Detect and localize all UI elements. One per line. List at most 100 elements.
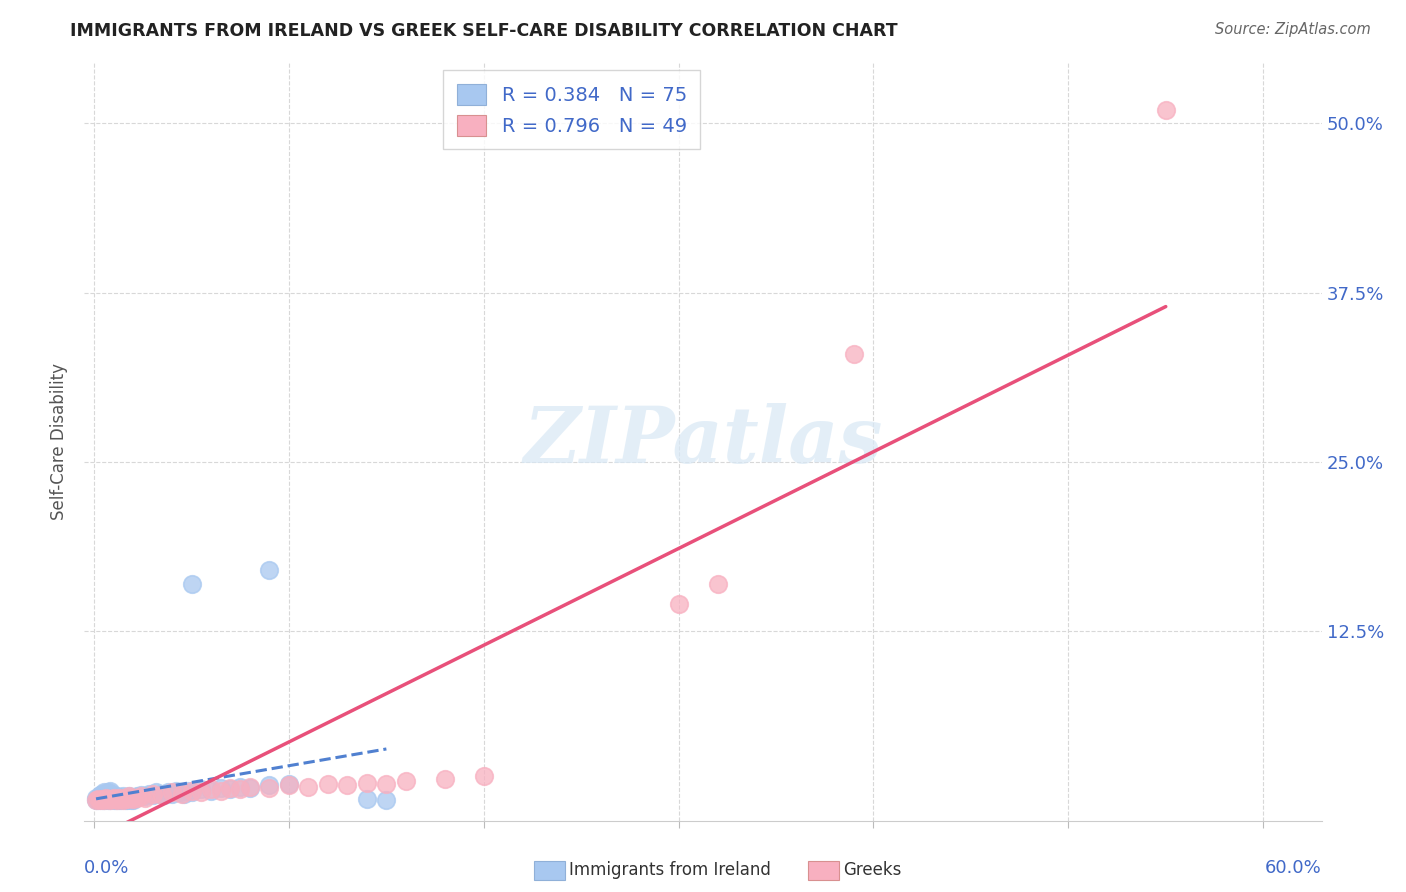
Point xyxy=(200,782,222,797)
Point xyxy=(104,793,127,807)
Point xyxy=(97,792,120,806)
Point xyxy=(176,784,198,798)
Point xyxy=(97,785,120,799)
Point xyxy=(134,789,156,804)
Point xyxy=(209,781,232,796)
Point xyxy=(90,790,112,805)
Point xyxy=(356,776,378,790)
Point xyxy=(219,781,242,796)
Point xyxy=(87,793,110,807)
Point xyxy=(200,784,222,798)
Point xyxy=(115,792,138,806)
Point xyxy=(89,793,111,807)
Point xyxy=(84,793,107,807)
Point xyxy=(94,789,117,804)
Point xyxy=(98,784,121,798)
Point xyxy=(160,785,183,799)
Point xyxy=(100,792,122,806)
Point xyxy=(118,792,141,806)
Point xyxy=(122,792,145,806)
Point xyxy=(115,793,138,807)
Point xyxy=(107,789,129,804)
Point xyxy=(433,772,456,786)
Point xyxy=(114,790,136,805)
Point xyxy=(239,780,262,794)
Point xyxy=(142,787,165,801)
Point xyxy=(209,784,232,798)
Text: 60.0%: 60.0% xyxy=(1265,858,1322,877)
Point xyxy=(98,793,121,807)
Point xyxy=(87,792,110,806)
Point xyxy=(120,790,142,805)
Point xyxy=(89,788,111,802)
Point xyxy=(395,774,418,789)
Text: ZIPatlas: ZIPatlas xyxy=(523,403,883,480)
Point xyxy=(94,790,117,805)
Point xyxy=(90,792,112,806)
Point xyxy=(100,789,122,804)
Point xyxy=(93,793,115,807)
Point xyxy=(229,780,252,794)
Point xyxy=(118,789,141,804)
Point xyxy=(94,792,117,806)
Point xyxy=(170,787,193,801)
Point xyxy=(108,790,131,805)
Point xyxy=(145,785,167,799)
Point xyxy=(112,793,135,807)
Text: IMMIGRANTS FROM IRELAND VS GREEK SELF-CARE DISABILITY CORRELATION CHART: IMMIGRANTS FROM IRELAND VS GREEK SELF-CA… xyxy=(70,22,898,40)
Point xyxy=(114,790,136,805)
Point xyxy=(108,790,131,805)
Point xyxy=(107,793,129,807)
Point xyxy=(122,792,145,806)
Point xyxy=(375,777,398,791)
Point xyxy=(190,785,212,799)
Point xyxy=(259,779,281,793)
Point xyxy=(87,792,110,806)
Point xyxy=(108,793,131,807)
Text: Greeks: Greeks xyxy=(844,861,903,879)
Point xyxy=(100,787,122,801)
Point xyxy=(1154,103,1177,117)
Point xyxy=(103,793,125,807)
Point xyxy=(157,785,180,799)
Point xyxy=(120,793,142,807)
Point xyxy=(142,788,165,802)
Point xyxy=(90,793,112,807)
Point xyxy=(229,782,252,797)
Point xyxy=(125,789,148,804)
Point xyxy=(97,793,120,807)
Point xyxy=(97,790,120,805)
Point xyxy=(100,792,122,806)
Point xyxy=(278,779,301,793)
Point xyxy=(90,787,112,801)
Point xyxy=(110,793,132,807)
Point xyxy=(165,784,187,798)
Point xyxy=(149,787,172,801)
Point xyxy=(107,792,129,806)
Point xyxy=(160,787,183,801)
Point xyxy=(112,789,135,804)
Point xyxy=(153,788,176,802)
Point xyxy=(125,790,148,805)
Point xyxy=(150,788,173,802)
Point xyxy=(375,793,398,807)
Point xyxy=(129,788,152,802)
Point xyxy=(110,792,132,806)
Point xyxy=(180,784,202,798)
Point xyxy=(336,779,359,793)
Point xyxy=(104,792,127,806)
Point xyxy=(103,790,125,805)
Point xyxy=(84,790,107,805)
Point xyxy=(297,780,319,794)
Point xyxy=(129,789,152,804)
Point xyxy=(138,787,160,801)
Point xyxy=(316,777,339,791)
Point xyxy=(259,563,281,577)
Point xyxy=(84,793,107,807)
Point xyxy=(104,792,127,806)
Point xyxy=(115,792,138,806)
Point xyxy=(89,792,111,806)
Point xyxy=(842,346,865,360)
Point xyxy=(98,793,121,807)
Text: Source: ZipAtlas.com: Source: ZipAtlas.com xyxy=(1215,22,1371,37)
